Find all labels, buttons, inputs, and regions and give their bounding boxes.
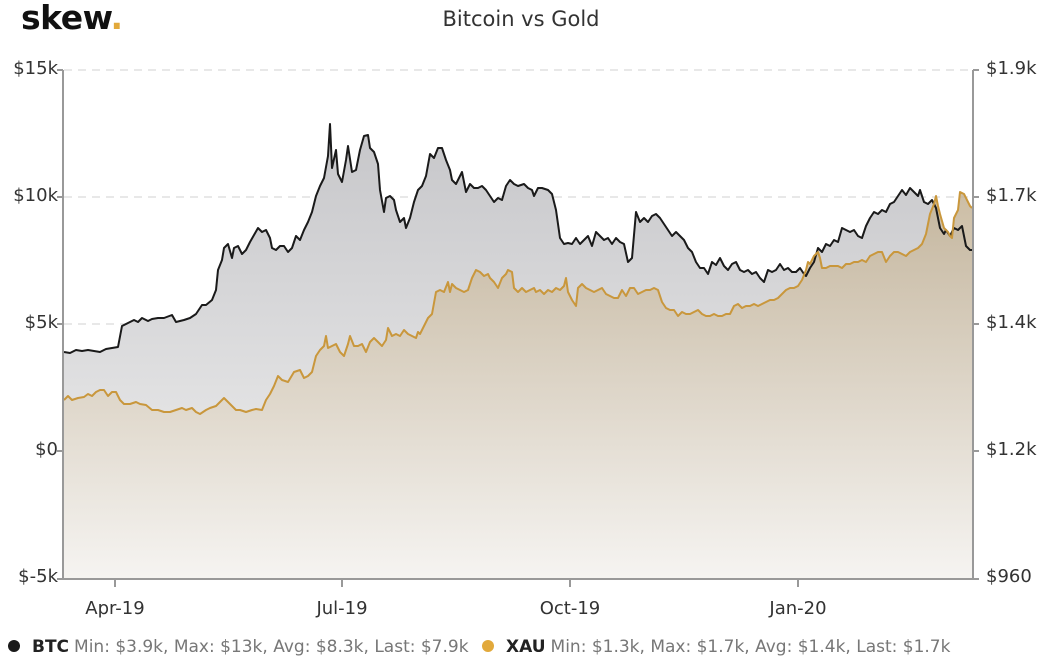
y-left-label-0: $0 <box>35 439 58 460</box>
xau-area <box>64 192 972 578</box>
x-label-oct-19: Oct-19 <box>539 598 601 619</box>
btc-stats: Min: $3.9k, Max: $13k, Avg: $8.3k, Last:… <box>74 637 469 657</box>
y-right-label-1-2k: $1.2k <box>986 439 1037 460</box>
axes <box>57 69 979 587</box>
y-right-label-960: $960 <box>986 566 1032 587</box>
x-label-jul-19: Jul-19 <box>316 598 368 619</box>
y-right-label-1-7k: $1.7k <box>986 185 1037 206</box>
x-label-jan-20: Jan-20 <box>769 598 827 619</box>
xau-stats: Min: $1.3k, Max: $1.7k, Avg: $1.4k, Last… <box>550 637 951 657</box>
btc-line <box>63 123 972 354</box>
y-right-label-1-9k: $1.9k <box>986 58 1037 79</box>
y-right-label-1-4k: $1.4k <box>986 312 1037 333</box>
brand-logo: skew. <box>21 0 123 37</box>
y-left-label-15k: $15k <box>13 58 58 79</box>
chart-title: Bitcoin vs Gold <box>442 7 600 31</box>
y-left-label-10k: $10k <box>13 185 58 206</box>
btc-dot-icon <box>8 640 20 652</box>
chart-legend: BTC Min: $3.9k, Max: $13k, Avg: $8.3k, La… <box>8 636 950 658</box>
x-label-apr-19: Apr-19 <box>85 598 145 619</box>
y-left-label-neg5k: $-5k <box>18 566 58 587</box>
xau-line <box>63 191 973 415</box>
xau-dot-icon <box>481 640 494 652</box>
legend-item-btc[interactable]: BTC Min: $3.9k, Max: $13k, Avg: $8.3k, La… <box>8 636 469 658</box>
y-left-label-5k: $5k <box>24 312 58 333</box>
legend-item-xau[interactable]: XAU Min: $1.3k, Max: $1.7k, Avg: $1.4k, L… <box>481 636 951 658</box>
